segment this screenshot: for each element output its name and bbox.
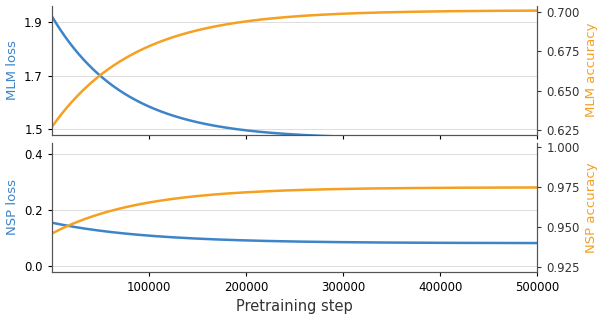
Y-axis label: NSP accuracy: NSP accuracy	[585, 162, 599, 252]
Y-axis label: MLM loss: MLM loss	[5, 40, 19, 100]
Y-axis label: NSP loss: NSP loss	[5, 179, 19, 235]
Y-axis label: MLM accuracy: MLM accuracy	[585, 23, 599, 117]
X-axis label: Pretraining step: Pretraining step	[236, 300, 353, 315]
